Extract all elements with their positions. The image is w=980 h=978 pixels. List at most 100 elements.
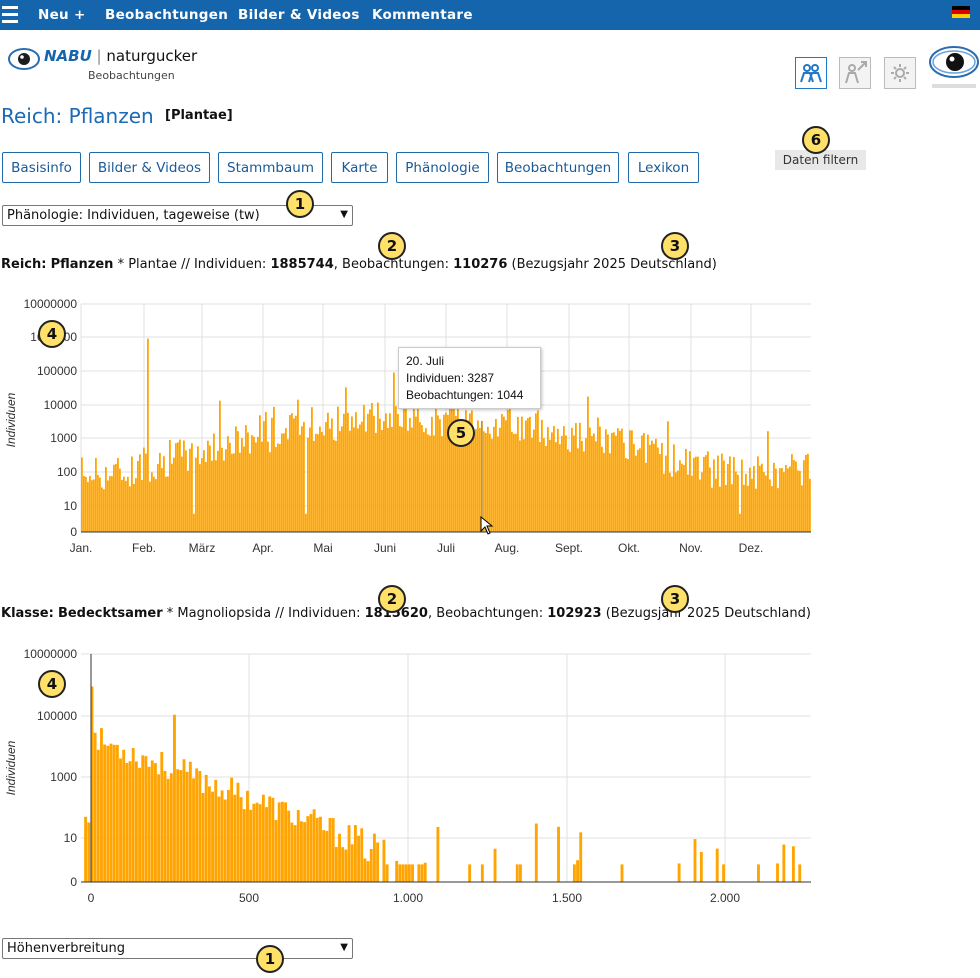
chart-bar (274, 819, 278, 882)
chart-bar (805, 454, 807, 532)
x-tick-label: Juli (437, 541, 455, 555)
chart-bar (223, 799, 227, 882)
chart-bar (205, 462, 207, 532)
phenology-select[interactable]: Phänologie: Individuen, tageweise (tw) ▼ (2, 205, 353, 226)
tab-bilder-videos[interactable]: Bilder & Videos (89, 152, 210, 183)
chart-bar (593, 433, 595, 532)
chart-bar (181, 456, 183, 532)
chart-bar (423, 862, 427, 882)
phenology-chart[interactable]: 100000001000000100000100001000100100Jan.… (0, 290, 820, 562)
chart-bar (306, 816, 310, 882)
chart-bar (277, 802, 281, 882)
chart-bar (497, 436, 499, 532)
settings-gear-icon[interactable] (884, 57, 916, 89)
chart-bar (169, 773, 173, 882)
chart-bar (347, 412, 349, 532)
chart-bar (697, 456, 699, 532)
tab-beobachtungen[interactable]: Beobachtungen (497, 152, 619, 183)
tab-lexikon[interactable]: Lexikon (628, 152, 699, 183)
mouse-cursor-icon (480, 516, 494, 535)
nav-new[interactable]: Neu + (38, 7, 86, 23)
chart-bar (409, 417, 411, 532)
chart-bar (671, 476, 673, 532)
chart-bar (775, 468, 777, 532)
nav-images-videos[interactable]: Bilder & Videos (238, 7, 360, 23)
chart-bar (96, 749, 100, 882)
y-axis-label: Individuen (4, 740, 18, 795)
chart-bar (603, 452, 605, 532)
chart-bar (217, 796, 221, 882)
chart-bar (425, 428, 427, 532)
chart-bar (289, 415, 291, 532)
chart-bar (331, 818, 335, 882)
chart-bar (465, 410, 467, 532)
chart-bar (769, 479, 771, 532)
tab-basisinfo[interactable]: Basisinfo (2, 152, 81, 183)
chart-bar (163, 456, 165, 532)
tab-stammbaum[interactable]: Stammbaum (218, 152, 323, 183)
chart-bar (436, 827, 440, 882)
chart-bar (341, 847, 345, 882)
chart-bar (371, 403, 373, 532)
chart-bar (279, 444, 281, 532)
chart-bar (207, 440, 209, 532)
chart-bar (198, 771, 202, 882)
chart-bar (100, 728, 103, 882)
x-tick-label: Feb. (132, 541, 156, 555)
y-tick-label: 1000 (50, 770, 77, 784)
chart-bar (129, 486, 131, 532)
chart-bar (711, 487, 713, 532)
chart-bar (481, 420, 483, 532)
tab-karte[interactable]: Karte (331, 152, 388, 183)
chart-bar (557, 428, 559, 532)
chart-bar (467, 420, 469, 532)
chart-bar (493, 848, 497, 882)
persons-icon[interactable] (795, 57, 827, 89)
chart-bar (379, 418, 381, 532)
chart-bar (331, 418, 333, 532)
naturgucker-eye-logo-icon[interactable] (8, 44, 44, 74)
altitude-select[interactable]: Höhenverbreitung ▼ (2, 938, 353, 959)
x-tick-label: Juni (374, 541, 396, 555)
chart-bar (343, 413, 345, 532)
chart-bar (167, 476, 169, 532)
brand-logo[interactable]: NABU | naturgucker (44, 47, 198, 65)
chart-bar (455, 415, 457, 532)
chart-bar (741, 459, 743, 532)
chart-bar (139, 454, 141, 532)
chart-bar (579, 832, 583, 882)
german-flag-icon[interactable] (952, 6, 970, 18)
menu-icon[interactable] (2, 6, 18, 24)
chart-bar (576, 860, 579, 882)
chart-bar (691, 475, 693, 532)
person-share-icon[interactable] (839, 57, 871, 89)
filter-data-button[interactable]: Daten filtern (775, 150, 866, 170)
chart-bar (246, 790, 249, 882)
chart-bar (745, 473, 747, 532)
chart-bar (715, 848, 719, 882)
chart-bar (141, 480, 143, 532)
chart-bar (535, 413, 537, 532)
chart-bar (615, 435, 617, 532)
chart-bar (113, 464, 115, 532)
chart-bar (301, 426, 303, 532)
chart-bar (375, 432, 377, 532)
chart-bar (319, 816, 322, 882)
nav-comments[interactable]: Kommentare (372, 7, 473, 23)
chart-bar (339, 431, 341, 532)
chart-bar (449, 405, 451, 532)
chart-tooltip: 20. Juli Individuen: 3287 Beobachtungen:… (398, 347, 541, 409)
nav-observations[interactable]: Beobachtungen (105, 7, 229, 23)
chart-bar (325, 830, 329, 882)
naturgucker-large-logo-icon[interactable] (928, 40, 980, 92)
chart-bar (353, 427, 355, 532)
chart-bar (755, 488, 757, 532)
chart-bar (327, 412, 329, 532)
chart-bar (154, 763, 157, 882)
tab-phaenologie[interactable]: Phänologie (396, 152, 489, 183)
chart-bar (411, 864, 414, 882)
chart-bar (407, 864, 411, 882)
chart-bar (259, 415, 261, 532)
altitude-select-value: Höhenverbreitung (7, 941, 125, 956)
